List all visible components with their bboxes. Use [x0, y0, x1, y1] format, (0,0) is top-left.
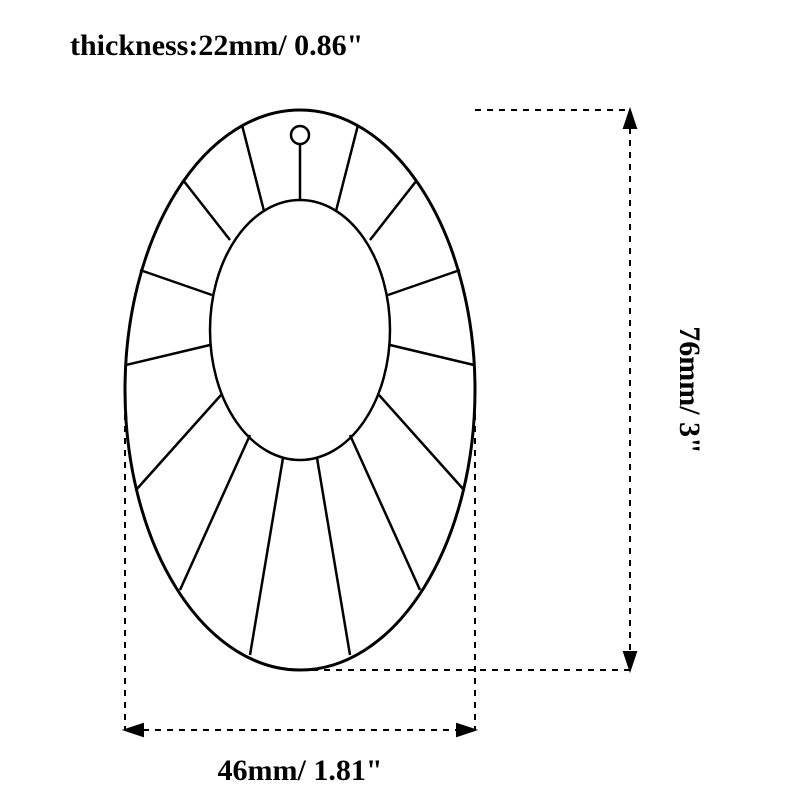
facet-rays: [126, 125, 474, 655]
hanging-hole: [291, 126, 309, 144]
inner-ellipse: [210, 200, 390, 460]
width-label: 46mm/ 1.81": [218, 754, 383, 787]
thickness-label: thickness:22mm/ 0.86": [70, 29, 363, 62]
height-dimension: [300, 110, 636, 670]
height-label: 76mm/ 3": [673, 326, 706, 453]
